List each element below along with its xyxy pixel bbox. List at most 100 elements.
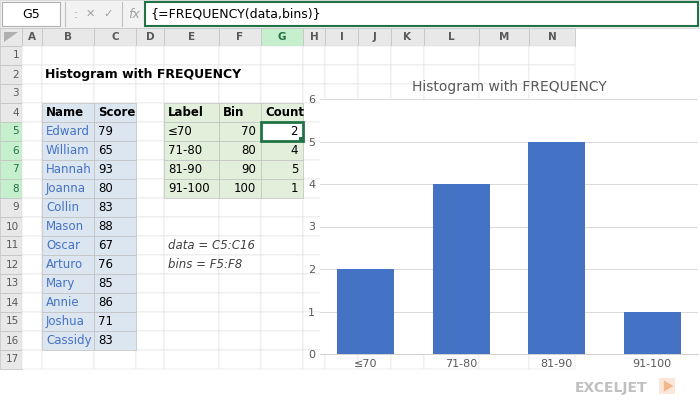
Bar bbox=[424, 84, 479, 103]
Text: F: F bbox=[237, 32, 244, 42]
Bar bbox=[42, 312, 94, 331]
Bar bbox=[94, 46, 136, 65]
Bar bbox=[22, 84, 42, 103]
Bar bbox=[424, 331, 479, 350]
Text: 14: 14 bbox=[6, 298, 19, 308]
Bar bbox=[479, 46, 529, 65]
Bar bbox=[164, 141, 219, 160]
Bar bbox=[0, 350, 22, 369]
Bar bbox=[529, 103, 575, 122]
Bar bbox=[94, 331, 136, 350]
Text: 2: 2 bbox=[290, 125, 298, 138]
Bar bbox=[479, 141, 529, 160]
Bar bbox=[424, 65, 479, 84]
Text: 17: 17 bbox=[6, 354, 19, 364]
Bar bbox=[42, 65, 94, 84]
Bar bbox=[624, 312, 681, 354]
Title: Histogram with FREQUENCY: Histogram with FREQUENCY bbox=[412, 80, 606, 94]
Bar bbox=[42, 122, 94, 141]
Bar bbox=[325, 84, 358, 103]
Bar bbox=[261, 28, 303, 46]
Bar bbox=[261, 46, 303, 65]
Bar bbox=[303, 122, 325, 141]
Text: data = C5:C16: data = C5:C16 bbox=[168, 239, 255, 252]
Bar bbox=[0, 274, 22, 293]
Bar bbox=[424, 217, 479, 236]
Bar bbox=[261, 160, 303, 179]
Bar bbox=[303, 28, 325, 46]
Bar bbox=[358, 46, 391, 65]
Text: 1: 1 bbox=[13, 50, 19, 60]
Text: fx: fx bbox=[128, 8, 140, 20]
Text: Joshua: Joshua bbox=[46, 315, 85, 328]
Bar bbox=[358, 141, 391, 160]
Text: K: K bbox=[403, 32, 412, 42]
Text: 10: 10 bbox=[6, 222, 19, 232]
Bar bbox=[325, 141, 358, 160]
Bar bbox=[219, 160, 261, 179]
Bar bbox=[424, 312, 479, 331]
Bar bbox=[136, 28, 164, 46]
Bar bbox=[164, 160, 219, 179]
Bar bbox=[325, 160, 358, 179]
Bar bbox=[164, 255, 219, 274]
Bar bbox=[0, 84, 22, 103]
Bar bbox=[22, 179, 42, 198]
Bar bbox=[136, 84, 164, 103]
Text: Score: Score bbox=[98, 106, 135, 119]
Bar bbox=[325, 255, 358, 274]
Bar bbox=[358, 255, 391, 274]
Bar bbox=[529, 350, 575, 369]
Bar bbox=[303, 350, 325, 369]
Bar bbox=[136, 255, 164, 274]
Bar bbox=[325, 28, 358, 46]
Text: Histogram with FREQUENCY: Histogram with FREQUENCY bbox=[45, 68, 241, 81]
Bar bbox=[136, 122, 164, 141]
Bar bbox=[303, 217, 325, 236]
Bar bbox=[325, 350, 358, 369]
Bar bbox=[391, 28, 424, 46]
Bar bbox=[42, 122, 94, 141]
Text: 86: 86 bbox=[98, 296, 113, 309]
Bar bbox=[94, 179, 136, 198]
Bar bbox=[94, 103, 136, 122]
Bar bbox=[479, 236, 529, 255]
Bar bbox=[424, 274, 479, 293]
Bar bbox=[303, 141, 325, 160]
Bar bbox=[261, 293, 303, 312]
Text: Annie: Annie bbox=[46, 296, 80, 309]
Bar bbox=[325, 217, 358, 236]
Bar bbox=[479, 65, 529, 84]
Bar bbox=[261, 350, 303, 369]
Bar bbox=[529, 46, 575, 65]
Text: C: C bbox=[111, 32, 119, 42]
Bar bbox=[261, 65, 303, 84]
Bar bbox=[303, 46, 325, 65]
Bar bbox=[391, 46, 424, 65]
Bar bbox=[42, 255, 94, 274]
Bar bbox=[424, 141, 479, 160]
Bar bbox=[391, 255, 424, 274]
Bar bbox=[164, 274, 219, 293]
Bar bbox=[164, 160, 219, 179]
Text: 1: 1 bbox=[290, 182, 298, 195]
Bar bbox=[0, 141, 22, 160]
Bar bbox=[479, 331, 529, 350]
Bar bbox=[479, 274, 529, 293]
Text: 93: 93 bbox=[98, 163, 113, 176]
Bar bbox=[0, 28, 22, 46]
Bar bbox=[42, 236, 94, 255]
Bar bbox=[219, 28, 261, 46]
Bar bbox=[94, 160, 136, 179]
Text: 76: 76 bbox=[98, 258, 113, 271]
Text: Arturo: Arturo bbox=[46, 258, 83, 271]
Bar bbox=[0, 331, 22, 350]
Bar bbox=[325, 65, 358, 84]
Bar bbox=[424, 179, 479, 198]
Bar bbox=[479, 160, 529, 179]
Bar bbox=[391, 122, 424, 141]
Bar bbox=[424, 46, 479, 65]
Text: 100: 100 bbox=[234, 182, 256, 195]
Bar bbox=[0, 293, 22, 312]
Bar bbox=[479, 217, 529, 236]
